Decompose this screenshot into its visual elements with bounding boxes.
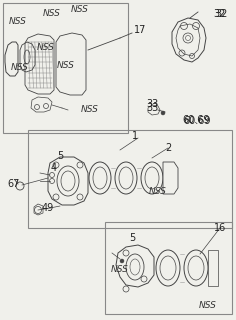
Text: 5: 5 <box>57 151 63 161</box>
Text: 32: 32 <box>216 9 228 19</box>
Text: NSS: NSS <box>11 63 29 73</box>
Text: NSS: NSS <box>111 266 129 275</box>
Polygon shape <box>208 250 218 286</box>
Ellipse shape <box>57 166 79 196</box>
Bar <box>3 3 128 133</box>
Text: 1: 1 <box>132 131 138 141</box>
Circle shape <box>161 111 165 115</box>
Polygon shape <box>163 162 178 194</box>
Circle shape <box>120 259 124 263</box>
Text: 5: 5 <box>129 233 135 243</box>
Ellipse shape <box>184 250 208 286</box>
Text: NSS: NSS <box>9 18 27 27</box>
Text: NSS: NSS <box>149 188 167 196</box>
Ellipse shape <box>89 162 111 194</box>
Text: 33: 33 <box>146 103 158 113</box>
Bar <box>105 222 232 314</box>
Text: 60.69: 60.69 <box>182 115 210 125</box>
Text: NSS: NSS <box>81 106 99 115</box>
Text: 2: 2 <box>165 143 171 153</box>
Text: 67: 67 <box>8 179 20 189</box>
Ellipse shape <box>126 254 144 280</box>
Text: 32: 32 <box>214 9 226 19</box>
Bar <box>28 130 232 228</box>
Text: NSS: NSS <box>43 10 61 19</box>
Text: 4: 4 <box>51 163 57 173</box>
Text: 60.69: 60.69 <box>183 116 211 126</box>
Text: NSS: NSS <box>37 44 55 52</box>
Ellipse shape <box>141 162 163 194</box>
Text: 16: 16 <box>214 223 226 233</box>
Text: NSS: NSS <box>199 300 217 309</box>
Text: 49: 49 <box>42 203 54 213</box>
Ellipse shape <box>156 250 180 286</box>
Text: NSS: NSS <box>71 5 89 14</box>
Text: NSS: NSS <box>57 60 75 69</box>
Text: 33: 33 <box>146 99 158 109</box>
Ellipse shape <box>115 162 137 194</box>
Text: 17: 17 <box>134 25 146 35</box>
